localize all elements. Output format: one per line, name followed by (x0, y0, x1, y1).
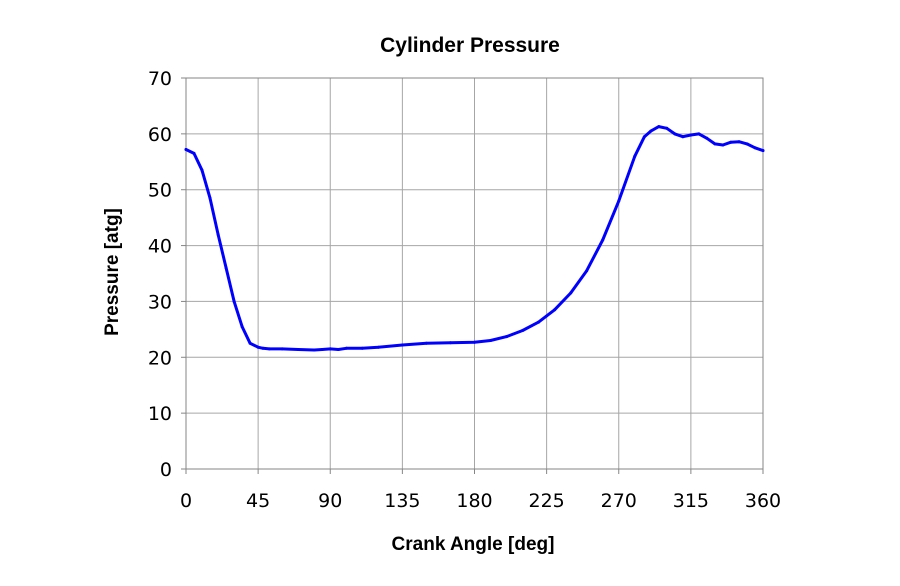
data-point (665, 126, 669, 130)
data-point (657, 125, 661, 129)
data-point (761, 149, 765, 153)
data-point (617, 199, 621, 203)
data-point (585, 269, 589, 273)
data-point (208, 196, 212, 200)
y-tick-label: 60 (148, 124, 172, 146)
data-point (424, 341, 428, 345)
gridlines (185, 77, 764, 470)
data-point (633, 154, 637, 158)
data-point (280, 347, 284, 351)
y-axis-label: Pressure [atg] (102, 208, 123, 336)
data-point (192, 151, 196, 155)
data-point (569, 291, 573, 295)
data-point (737, 140, 741, 144)
data-point (537, 320, 541, 324)
data-point (256, 345, 260, 349)
data-point (729, 140, 733, 144)
x-tick-label: 90 (318, 490, 342, 512)
data-point (261, 346, 265, 350)
data-point (224, 266, 228, 270)
data-point (240, 325, 244, 329)
x-tick-label: 315 (673, 490, 709, 512)
y-tick-label: 40 (148, 236, 172, 258)
x-tick-label: 45 (246, 490, 270, 512)
axis-ticks: 0 45 90 135 180 225 270 315 360 0 10 20 30 40 50 60 70 (148, 68, 781, 512)
data-point (248, 341, 252, 345)
y-tick-label: 0 (160, 459, 172, 481)
x-tick-label: 180 (456, 490, 492, 512)
data-point (705, 136, 709, 140)
series-group (184, 125, 765, 352)
data-point (232, 299, 236, 303)
data-point (689, 133, 693, 137)
x-tick-label: 225 (528, 490, 564, 512)
data-point (320, 348, 324, 351)
data-point (642, 135, 646, 139)
y-tick-label: 10 (148, 403, 172, 425)
data-point (328, 347, 332, 351)
y-tick-label: 20 (148, 347, 172, 369)
y-tick-label: 30 (148, 291, 172, 313)
data-point (721, 143, 725, 147)
data-point (267, 347, 271, 351)
data-point (360, 346, 364, 350)
data-point (376, 345, 380, 349)
x-tick-label: 360 (745, 490, 781, 512)
data-point (184, 148, 188, 151)
data-point (553, 308, 557, 312)
data-point (649, 129, 653, 133)
data-point (449, 341, 452, 345)
data-point (681, 135, 685, 139)
data-point (489, 339, 492, 342)
data-point (521, 329, 525, 332)
y-tick-label: 70 (148, 68, 172, 90)
data-point (344, 346, 348, 350)
data-point (745, 142, 749, 146)
data-point (753, 146, 757, 150)
y-tick-label: 50 (148, 180, 172, 202)
data-point (713, 142, 717, 146)
data-point (216, 232, 220, 236)
data-point (505, 335, 509, 339)
x-tick-label: 135 (384, 490, 420, 512)
data-point (336, 348, 340, 351)
x-tick-label: 0 (180, 490, 192, 512)
data-point (296, 348, 300, 351)
data-point (697, 132, 701, 136)
data-point (400, 343, 404, 347)
data-point (473, 340, 476, 344)
x-tick-label: 270 (601, 490, 637, 512)
chart-title: Cylinder Pressure (380, 34, 560, 57)
data-point (312, 348, 316, 352)
x-axis-label: Crank Angle [deg] (392, 534, 555, 555)
data-point (673, 132, 677, 136)
data-point (200, 168, 204, 172)
data-point (601, 238, 605, 242)
